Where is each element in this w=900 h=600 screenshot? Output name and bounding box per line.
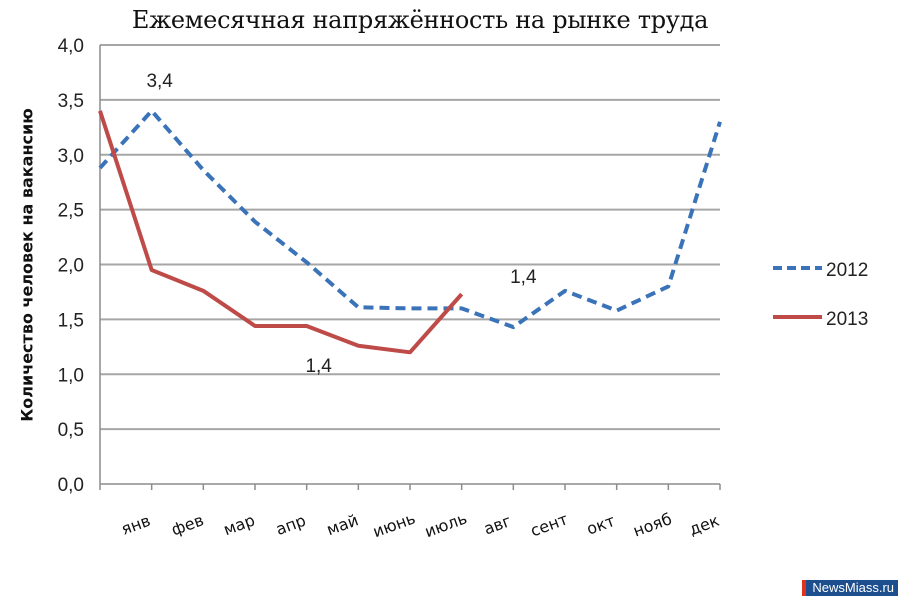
y-tick-label: 0,5 [58,420,84,441]
y-tick-label: 1,5 [58,310,84,331]
gridlines [100,44,720,431]
x-tick-label: янв [119,511,153,539]
x-tick-label: фев [169,510,206,539]
y-tick-label: 2,5 [58,201,84,222]
x-tick-label: авг [481,511,513,538]
watermark: NewsMiass.ru [802,580,898,596]
x-tick-labels: янв фев мар апр май июнь июль авг сент окт нояб дек [119,508,722,541]
y-tick-label: 3,0 [58,146,84,167]
y-tick-labels: 0,0 0,5 1,0 1,5 2,0 2,5 3,0 3,5 4,0 [58,36,84,496]
x-tick-label: май [324,510,361,539]
data-series [98,108,722,355]
y-tick-label: 3,5 [58,91,84,112]
axes [99,45,721,490]
y-tick-label: 4,0 [58,36,84,57]
y-tick-label: 2,0 [58,256,84,277]
data-annotations: 3,4 1,4 1,4 [146,71,537,377]
y-tick-label: 1,0 [58,365,84,386]
data-label: 1,4 [305,356,332,377]
x-tick-label: сент [528,509,571,540]
legend: 2012 2013 [773,260,868,330]
legend-label-2012: 2012 [826,260,868,281]
x-tick-label: нояб [631,509,675,540]
x-tick-label: окт [584,511,618,539]
series-2013 [98,110,464,355]
data-label: 3,4 [146,71,173,92]
y-tick-label: 0,0 [58,475,84,496]
y-axis-label: Количество человек на вакансию [17,108,37,422]
x-tick-label: апр [273,511,308,539]
series-2012 [98,108,722,330]
legend-label-2013: 2013 [826,309,868,330]
x-tick-label: июль [422,508,469,541]
x-tick-label: дек [687,511,723,539]
x-tick-label: мар [221,510,258,539]
chart-title: Ежемесячная напряжённость на рынке труда [131,6,709,34]
data-label: 1,4 [510,267,537,288]
x-tick-label: июнь [370,508,418,541]
